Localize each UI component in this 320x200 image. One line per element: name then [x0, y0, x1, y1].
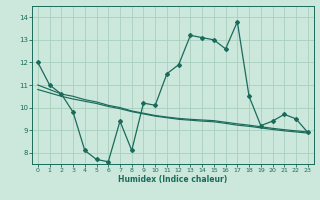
- X-axis label: Humidex (Indice chaleur): Humidex (Indice chaleur): [118, 175, 228, 184]
